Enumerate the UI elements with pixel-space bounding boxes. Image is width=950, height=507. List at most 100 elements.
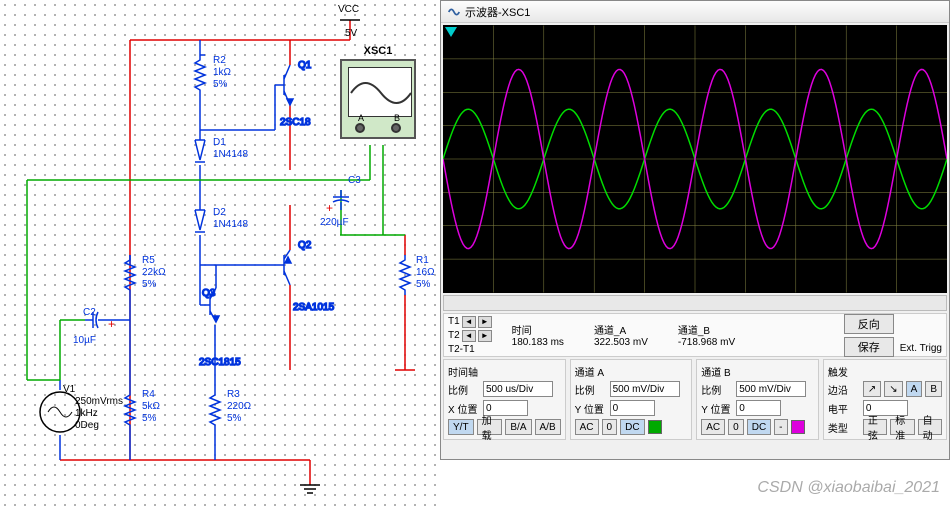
svg-text:10µF: 10µF [73, 335, 96, 346]
ab-button[interactable]: A/B [535, 419, 561, 435]
cha-scale-input[interactable] [610, 381, 680, 397]
scope-title-text: 示波器-XSC1 [465, 4, 530, 20]
svg-text:D1: D1 [213, 137, 226, 148]
chb-ac-button[interactable]: AC [701, 419, 725, 435]
svg-text:1N4148: 1N4148 [213, 219, 248, 230]
resistor-R5: R5 22kΩ 5% [125, 255, 166, 295]
t1-left-button[interactable]: ◄ [462, 316, 476, 328]
svg-text:5%: 5% [142, 279, 157, 290]
transistor-Q3: Q3 2SC1815 [199, 265, 241, 368]
t2-cha-value: 322.503 mV [594, 337, 648, 348]
svg-text:R3: R3 [227, 389, 240, 400]
oscilloscope-window: 示波器-XSC1 T1 ◄ ► T2 ◄ ► T2-T1 [440, 0, 950, 460]
svg-text:1kHz: 1kHz [75, 408, 98, 419]
diode-D1: D1 1N4148 [195, 137, 248, 162]
chb-scale-input[interactable] [736, 381, 806, 397]
svg-text:5%: 5% [142, 413, 157, 424]
channel-a-group: 通道 A 比例 Y 位置 AC 0 DC [570, 359, 693, 440]
svg-text:2SA1015: 2SA1015 [293, 302, 335, 313]
trig-title: 触发 [828, 364, 942, 379]
time-header: 时间 [512, 322, 564, 337]
cha-dc-button[interactable]: DC [620, 419, 644, 435]
svg-text:220Ω: 220Ω [227, 401, 252, 412]
scope-scrollbar[interactable] [443, 295, 947, 311]
chb-title: 通道 B [701, 364, 814, 379]
schematic-area: VCC 5V R2 1kΩ 5% R5 22kΩ 5% [0, 0, 440, 507]
trig-std-button[interactable]: 标准 [890, 419, 914, 435]
cha-title: 通道 A [575, 364, 688, 379]
edge-fall-button[interactable]: ↘ [884, 381, 902, 397]
chb-minus-button[interactable]: - [774, 419, 787, 435]
t2-time-value: 180.183 ms [512, 337, 564, 348]
xsc-port-b[interactable]: B [391, 123, 401, 133]
svg-text:5kΩ: 5kΩ [142, 401, 161, 412]
svg-text:1N4148: 1N4148 [213, 149, 248, 160]
chb-dc-button[interactable]: DC [747, 419, 771, 435]
resistor-R2: R2 1kΩ 5% [195, 55, 232, 95]
chb-0-button[interactable]: 0 [728, 419, 744, 435]
capacitor-C2: + C2 10µF [73, 307, 115, 346]
svg-text:R2: R2 [213, 55, 226, 66]
timebase-scale-input[interactable] [483, 381, 553, 397]
chb-header: 通道_B [678, 322, 735, 337]
t1-right-button[interactable]: ► [478, 316, 492, 328]
trig-a-button[interactable]: A [906, 381, 923, 397]
trigger-group: 触发 边沿 ↗ ↘ A B 电平 类型 正弦 标准 自动 [823, 359, 947, 440]
add-button[interactable]: 加载 [477, 419, 503, 435]
edge-rise-button[interactable]: ↗ [863, 381, 881, 397]
invert-button[interactable]: 反向 [844, 314, 894, 334]
t2-left-button[interactable]: ◄ [462, 330, 476, 342]
svg-text:C3: C3 [348, 175, 361, 186]
svg-text:Q2: Q2 [298, 240, 312, 251]
svg-text:C2: C2 [83, 307, 96, 318]
chb-color-swatch[interactable] [791, 420, 805, 434]
scope-display[interactable] [443, 25, 947, 293]
cha-color-swatch[interactable] [648, 420, 662, 434]
ba-button[interactable]: B/A [505, 419, 531, 435]
svg-text:Q1: Q1 [298, 60, 312, 71]
svg-text:250mVrms: 250mVrms [75, 396, 123, 407]
svg-text:220µF: 220µF [320, 217, 349, 228]
svg-text:5%: 5% [227, 413, 242, 424]
t2-right-button[interactable]: ► [478, 330, 492, 342]
cha-header: 通道_A [594, 322, 648, 337]
svg-text:V1: V1 [63, 384, 76, 395]
watermark: CSDN @xiaobaibai_2021 [757, 479, 940, 497]
svg-text:16Ω: 16Ω [416, 267, 435, 278]
svg-text:22kΩ: 22kΩ [142, 267, 166, 278]
voltage-source-V1: V1 250mVrms 1kHz 0Deg [40, 384, 123, 432]
t1-label: T1 [448, 316, 460, 327]
svg-text:D2: D2 [213, 207, 226, 218]
scope-titlebar[interactable]: 示波器-XSC1 [441, 1, 949, 23]
svg-text:R4: R4 [142, 389, 155, 400]
svg-text:+: + [326, 201, 333, 215]
cha-ac-button[interactable]: AC [575, 419, 599, 435]
vcc-value: 5V [345, 28, 358, 39]
svg-text:R5: R5 [142, 255, 155, 266]
svg-text:+: + [108, 317, 115, 331]
yt-button[interactable]: Y/T [448, 419, 474, 435]
xsc-port-a[interactable]: A [355, 123, 365, 133]
ext-trig-label: Ext. Trigg [900, 343, 942, 354]
chb-ypos-input[interactable] [736, 400, 781, 416]
trig-auto-button[interactable]: 自动 [918, 419, 942, 435]
trig-b-button[interactable]: B [925, 381, 942, 397]
scope-icon [447, 5, 461, 19]
t2t1-label: T2-T1 [448, 344, 475, 355]
diode-D2: D2 1N4148 [195, 207, 248, 232]
xsc-screen [348, 67, 412, 117]
cha-0-button[interactable]: 0 [602, 419, 618, 435]
trig-sine-button[interactable]: 正弦 [863, 419, 887, 435]
cha-ypos-input[interactable] [610, 400, 655, 416]
readout-panel: T1 ◄ ► T2 ◄ ► T2-T1 时间 180.183 ms 通道_A [443, 313, 947, 357]
svg-text:0Deg: 0Deg [75, 420, 99, 431]
resistor-R1: R1 16Ω 5% [400, 255, 435, 295]
vcc-label: VCC [338, 4, 359, 15]
svg-text:2SC18: 2SC18 [280, 117, 311, 128]
save-button[interactable]: 保存 [844, 337, 894, 357]
timebase-title: 时间轴 [448, 364, 561, 379]
timebase-group: 时间轴 比例 X 位置 Y/T 加载 B/A A/B [443, 359, 566, 440]
xsc-instrument[interactable]: XSC1 A B [338, 45, 418, 145]
svg-text:1kΩ: 1kΩ [213, 67, 232, 78]
svg-text:2SC1815: 2SC1815 [199, 357, 241, 368]
